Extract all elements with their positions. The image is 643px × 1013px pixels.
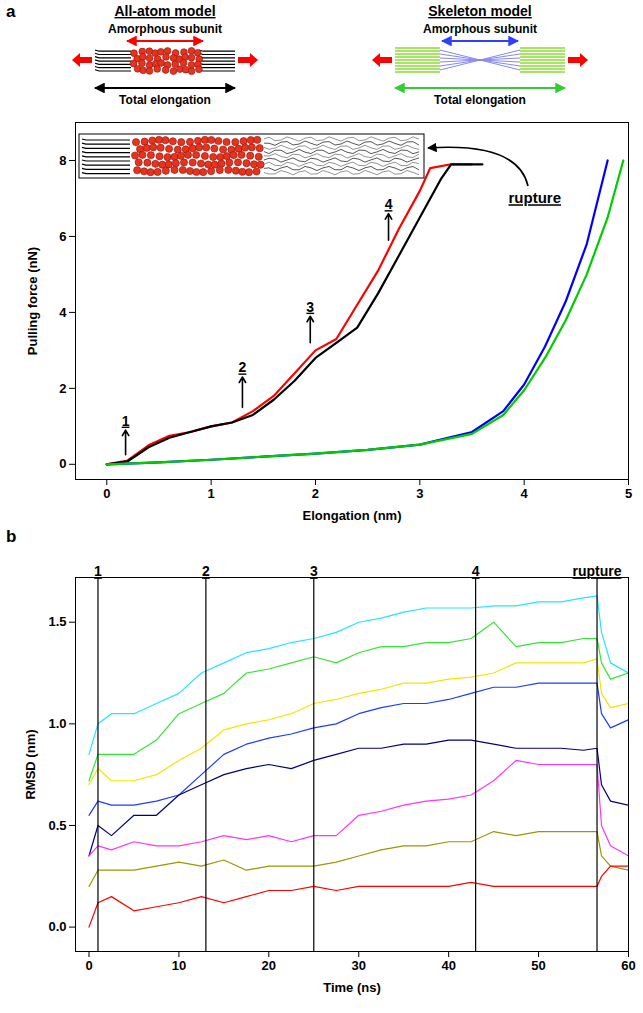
svg-text:10: 10 [172,958,186,973]
svg-text:2: 2 [239,359,247,375]
svg-text:40: 40 [441,958,455,973]
svg-text:8: 8 [59,153,66,168]
svg-text:0.5: 0.5 [48,818,66,833]
svg-text:1: 1 [208,486,215,501]
svg-text:4: 4 [472,563,480,579]
svg-text:Amorphous subunit: Amorphous subunit [108,22,222,36]
svg-text:3: 3 [310,563,318,579]
svg-text:0.0: 0.0 [48,919,66,934]
svg-text:Elongation (nm): Elongation (nm) [303,508,402,523]
svg-text:50: 50 [531,958,545,973]
svg-text:6: 6 [59,229,66,244]
svg-text:0: 0 [59,456,66,471]
svg-text:Total elongation: Total elongation [434,93,526,107]
svg-text:Time (ns): Time (ns) [323,980,381,995]
svg-text:Pulling force (nN): Pulling force (nN) [25,247,40,355]
svg-text:4: 4 [521,486,529,501]
svg-text:5: 5 [625,486,632,501]
svg-text:All-atom model: All-atom model [114,3,215,19]
svg-text:20: 20 [262,958,276,973]
svg-text:1: 1 [94,563,102,579]
svg-text:1.5: 1.5 [48,614,66,629]
svg-text:0: 0 [103,486,110,501]
svg-text:2: 2 [202,563,210,579]
svg-text:1: 1 [122,413,130,429]
svg-text:RMSD (nm): RMSD (nm) [23,729,38,799]
svg-text:1.0: 1.0 [48,716,66,731]
svg-text:30: 30 [352,958,366,973]
svg-text:rupture: rupture [509,189,561,206]
svg-text:3: 3 [306,299,314,315]
svg-text:0: 0 [85,958,92,973]
svg-text:2: 2 [312,486,319,501]
svg-text:Total elongation: Total elongation [119,93,211,107]
html-text:b: b [6,527,17,546]
svg-text:2: 2 [59,381,66,396]
svg-text:Skeleton model: Skeleton model [428,3,531,19]
svg-text:rupture: rupture [573,563,622,579]
svg-text:60: 60 [621,958,635,973]
svg-text:3: 3 [416,486,423,501]
svg-text:4: 4 [59,305,67,320]
html-text:a: a [6,2,16,21]
svg-text:Amorphous subunit: Amorphous subunit [423,22,537,36]
svg-text:4: 4 [385,196,393,212]
